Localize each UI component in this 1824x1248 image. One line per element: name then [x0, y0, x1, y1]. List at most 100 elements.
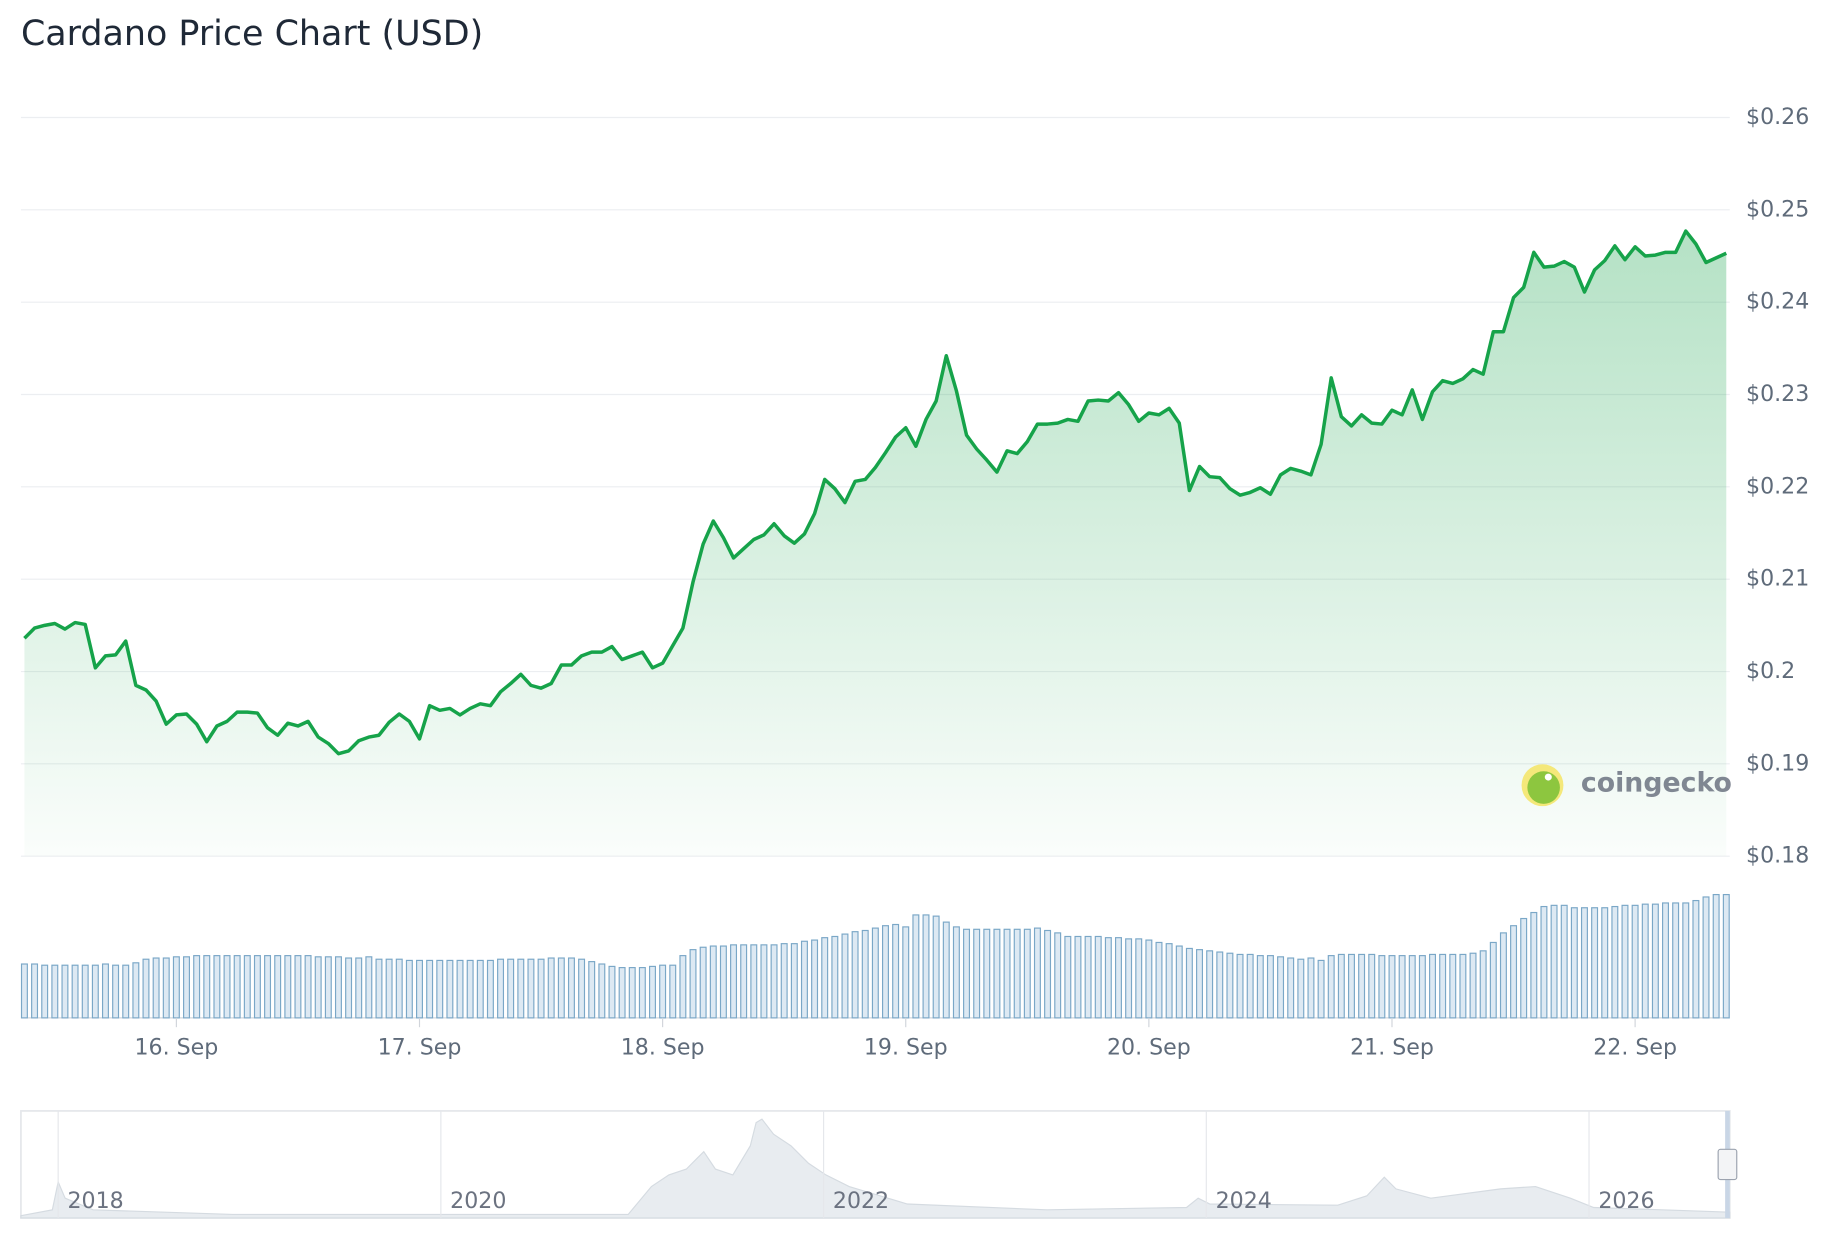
volume-bar [588, 961, 596, 1019]
volume-bar [101, 963, 109, 1019]
volume-bar [91, 964, 99, 1019]
volume-bar [1074, 935, 1082, 1019]
volume-bar [649, 965, 656, 1019]
volume-bar [1408, 955, 1416, 1019]
volume-bar [618, 967, 626, 1019]
volume-bar [851, 931, 859, 1019]
volume-bar [1003, 928, 1011, 1019]
volume-bar [132, 962, 140, 1019]
volume-bar [1236, 953, 1244, 1019]
volume-bar [1641, 903, 1649, 1019]
volume-bar [1418, 955, 1426, 1019]
volume-bar [1094, 935, 1102, 1019]
volume-bar [557, 957, 565, 1019]
volume-bar [1469, 952, 1477, 1019]
navigator-handle[interactable] [1717, 1148, 1738, 1181]
volume-bar [1540, 905, 1548, 1019]
volume-bar [446, 959, 454, 1019]
volume-bar [183, 956, 190, 1019]
volume-bar [1023, 928, 1031, 1019]
volume-bar [1347, 953, 1355, 1019]
volume-bar [963, 928, 971, 1019]
volume-bar [1297, 958, 1305, 1019]
y-tick-label: $0.18 [1746, 843, 1809, 869]
x-tick-label: 20. Sep [1107, 1035, 1191, 1061]
volume-bar [750, 944, 758, 1019]
volume-bar [1722, 893, 1730, 1019]
volume-bar [547, 957, 555, 1019]
volume-bar [517, 958, 525, 1019]
volume-bar [1145, 939, 1153, 1019]
volume-bar [1064, 935, 1072, 1019]
volume-bar [1266, 955, 1274, 1019]
volume-bar [1135, 938, 1143, 1019]
volume-bar [638, 967, 646, 1019]
volume-bar [486, 959, 494, 1019]
volume-bar [395, 958, 403, 1019]
volume-bar [51, 964, 59, 1019]
volume-bar [1672, 902, 1680, 1019]
volume-bar [1196, 949, 1204, 1019]
volume-bar [41, 964, 49, 1019]
volume-bar [1479, 950, 1487, 1019]
volume-bar [1378, 955, 1386, 1019]
volume-bar [1226, 952, 1234, 1019]
volume-bar [233, 955, 241, 1019]
y-tick-label: $0.19 [1746, 750, 1809, 776]
volume-bar [1682, 902, 1690, 1019]
volume-bar [1206, 950, 1214, 1019]
volume-bar [507, 958, 515, 1019]
volume-bar [973, 928, 981, 1019]
volume-bar [1033, 927, 1041, 1019]
volume-bar [152, 957, 160, 1019]
volume-bar [1084, 935, 1092, 1019]
navigator-label: 2024 [1216, 1188, 1272, 1214]
volume-bar [243, 955, 251, 1019]
volume-bar [760, 944, 768, 1019]
volume-bar [932, 915, 940, 1019]
volume-bar [1601, 907, 1609, 1019]
volume-bar [203, 955, 211, 1019]
volume-bar [1692, 899, 1700, 1019]
price-area [24, 231, 1727, 857]
volume-bar [1702, 896, 1710, 1019]
volume-bar [61, 964, 69, 1019]
volume-bar [1388, 955, 1396, 1019]
volume-bar [1185, 947, 1193, 1019]
volume-bar [1712, 893, 1720, 1019]
y-tick-label: $0.26 [1746, 104, 1809, 130]
volume-bar [871, 927, 879, 1019]
volume-bar [831, 935, 839, 1019]
volume-bar [1550, 904, 1558, 1019]
volume-bar [1489, 941, 1497, 1019]
y-tick-label: $0.25 [1746, 196, 1809, 222]
volume-bar [598, 963, 606, 1019]
volume-bar [314, 956, 322, 1019]
volume-bar [902, 926, 910, 1019]
volume-bar [1044, 929, 1052, 1019]
navigator-label: 2020 [450, 1188, 506, 1214]
price-line [23, 229, 1728, 756]
volume-bar [1114, 937, 1122, 1019]
volume-bar [334, 956, 342, 1019]
volume-bar [355, 957, 363, 1019]
volume-bar [1337, 953, 1345, 1019]
volume-bar [1499, 932, 1507, 1019]
volume-bar [952, 926, 960, 1019]
y-tick-label: $0.24 [1746, 289, 1809, 315]
volume-bar [122, 964, 130, 1019]
volume-bar [365, 956, 373, 1019]
volume-bar [628, 967, 636, 1019]
volume-bar [527, 958, 535, 1019]
volume-bar [689, 949, 697, 1019]
volume-bar [770, 944, 778, 1019]
volume-bar [304, 955, 312, 1019]
volume-bar [1175, 945, 1183, 1019]
volume-bar [345, 957, 353, 1019]
volume-bar [223, 955, 231, 1019]
volume-bar [821, 937, 829, 1019]
volume-bar [294, 955, 302, 1019]
volume-bar [375, 958, 383, 1019]
y-tick-label: $0.21 [1746, 566, 1809, 592]
